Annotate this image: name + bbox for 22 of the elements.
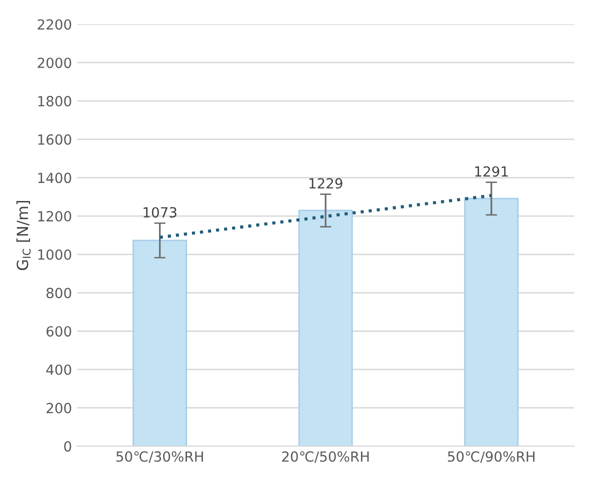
y-tick-label: 200 [46, 402, 72, 414]
data-label: 1073 [144, 207, 176, 218]
bar [464, 198, 519, 446]
y-tick-label: 1200 [38, 211, 72, 222]
y-tick-label: 600 [46, 326, 72, 337]
y-tick-label: 400 [46, 364, 72, 375]
y-tick-label: 800 [46, 288, 72, 298]
y-tick-label: 2200 [38, 19, 72, 30]
bar [132, 240, 188, 446]
y-tick-label: 1600 [38, 134, 72, 145]
data-label: 1291 [475, 166, 508, 177]
y-axis-title: G$_{IC}$ [N/m] [16, 200, 31, 270]
x-tick-label: 20℃/50%RH [282, 451, 369, 463]
x-tick-label: 50℃/90%RH [448, 451, 534, 463]
x-tick-label: 50℃/30%RH [116, 451, 203, 463]
y-tick-label: 1000 [38, 249, 72, 260]
y-tick-label: 2000 [38, 58, 72, 68]
data-label: 1229 [309, 178, 342, 189]
bar [298, 210, 353, 446]
y-tick-label: 0 [64, 441, 72, 452]
y-tick-label: 1400 [38, 172, 72, 184]
y-tick-label: 1800 [38, 96, 72, 106]
